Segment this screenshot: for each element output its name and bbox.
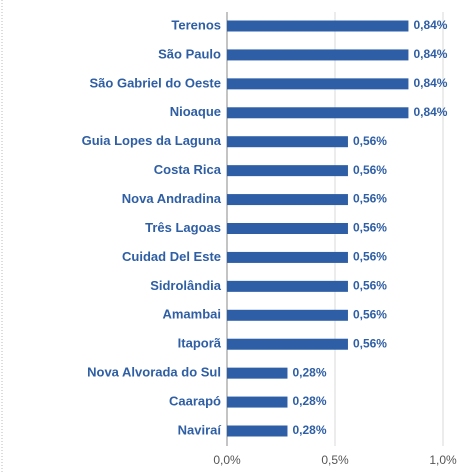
y-tick-label: Naviraí [178,422,222,437]
y-tick-label: Sidrolândia [150,278,222,293]
bar [227,20,409,32]
value-label: 0,56% [353,250,387,264]
y-tick-label: Itaporã [178,336,222,351]
value-label: 0,56% [353,192,387,206]
value-label: 0,56% [353,279,387,293]
value-label: 0,56% [353,221,387,235]
bar [227,136,348,148]
bar [227,425,288,437]
bar [227,367,288,379]
value-label: 0,84% [413,18,447,32]
y-tick-label: Nioaque [170,104,221,119]
y-tick-label: Nova Alvorada do Sul [87,365,221,380]
bar [227,280,348,292]
value-label: 0,28% [292,365,326,379]
value-label: 0,28% [292,423,326,437]
value-label: 0,56% [353,134,387,148]
bar [227,49,409,61]
y-tick-label: Cuidad Del Este [122,249,221,264]
bar [227,194,348,206]
bar [227,78,409,90]
value-label: 0,84% [413,105,447,119]
value-label: 0,84% [413,76,447,90]
y-tick-label: Nova Andradina [122,191,222,206]
bar [227,396,288,408]
value-label: 0,56% [353,336,387,350]
value-label: 0,84% [413,47,447,61]
bar [227,309,348,321]
y-tick-label: Terenos [171,17,221,32]
y-tick-label: São Gabriel do Oeste [90,75,222,90]
value-label: 0,56% [353,163,387,177]
bar [227,107,409,119]
bar [227,165,348,177]
y-tick-label: Costa Rica [154,162,222,177]
x-tick-label: 1,0% [429,453,457,467]
bar [227,223,348,234]
x-tick-label: 0,5% [321,453,349,467]
y-tick-label: Amambai [162,307,221,322]
value-label: 0,56% [353,307,387,321]
y-tick-label: Três Lagoas [145,220,221,235]
bar [227,251,348,263]
y-tick-label: Caarapó [169,394,221,409]
y-tick-label: Guia Lopes da Laguna [82,133,222,148]
value-label: 0,28% [292,394,326,408]
y-tick-label: São Paulo [158,46,221,61]
bar [227,338,348,350]
x-tick-label: 0,0% [213,453,241,467]
